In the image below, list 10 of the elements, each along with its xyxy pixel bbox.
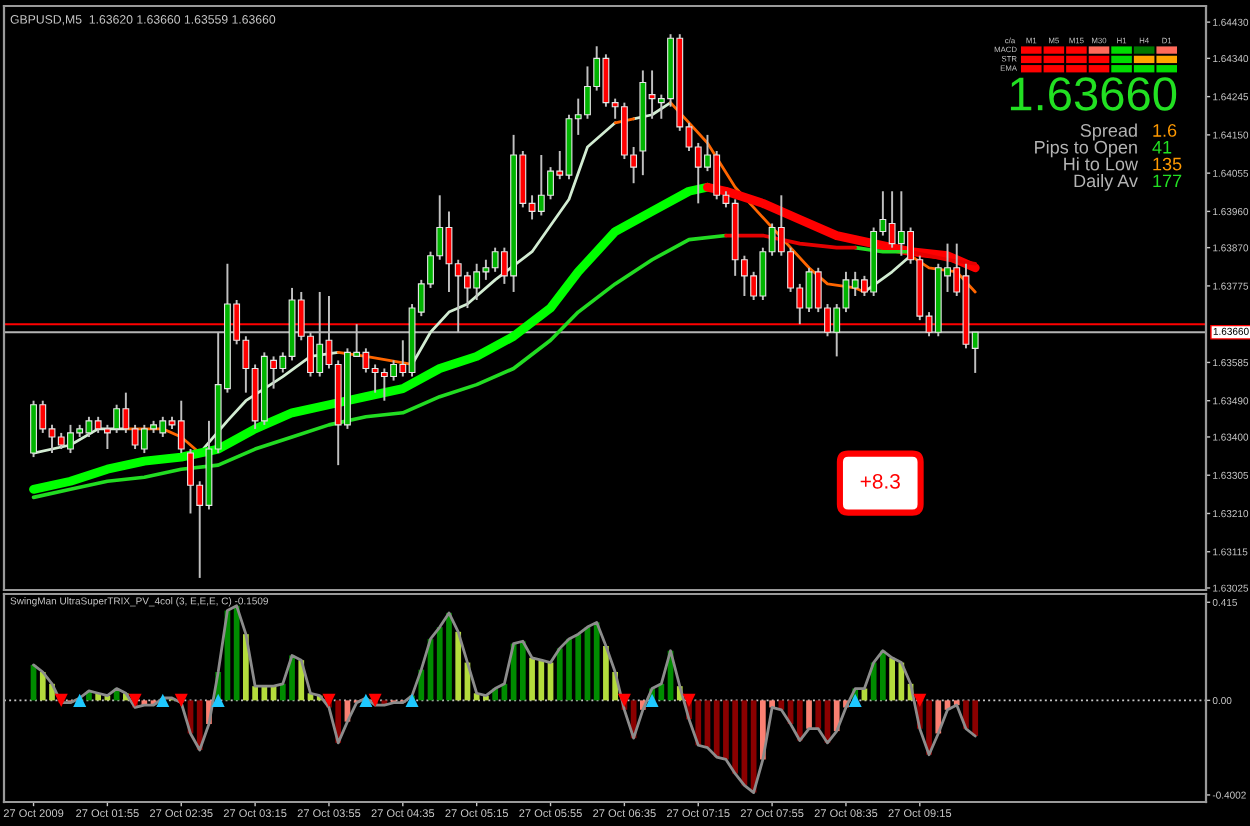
annotation: 1.63660 (1010, 77, 1177, 111)
annotation: 135 (1153, 157, 1182, 171)
annotation: 1.6 (1153, 124, 1177, 137)
annotation: Spread (1080, 123, 1137, 141)
annotation: 41 (1152, 141, 1172, 154)
annotation: Pips to Open (1035, 140, 1137, 158)
annotation: Hi to Low (1064, 157, 1139, 171)
annotation: +8.3 (860, 473, 900, 489)
annotation: 177 (1153, 174, 1182, 188)
annotation: Daily Av (1074, 173, 1138, 191)
